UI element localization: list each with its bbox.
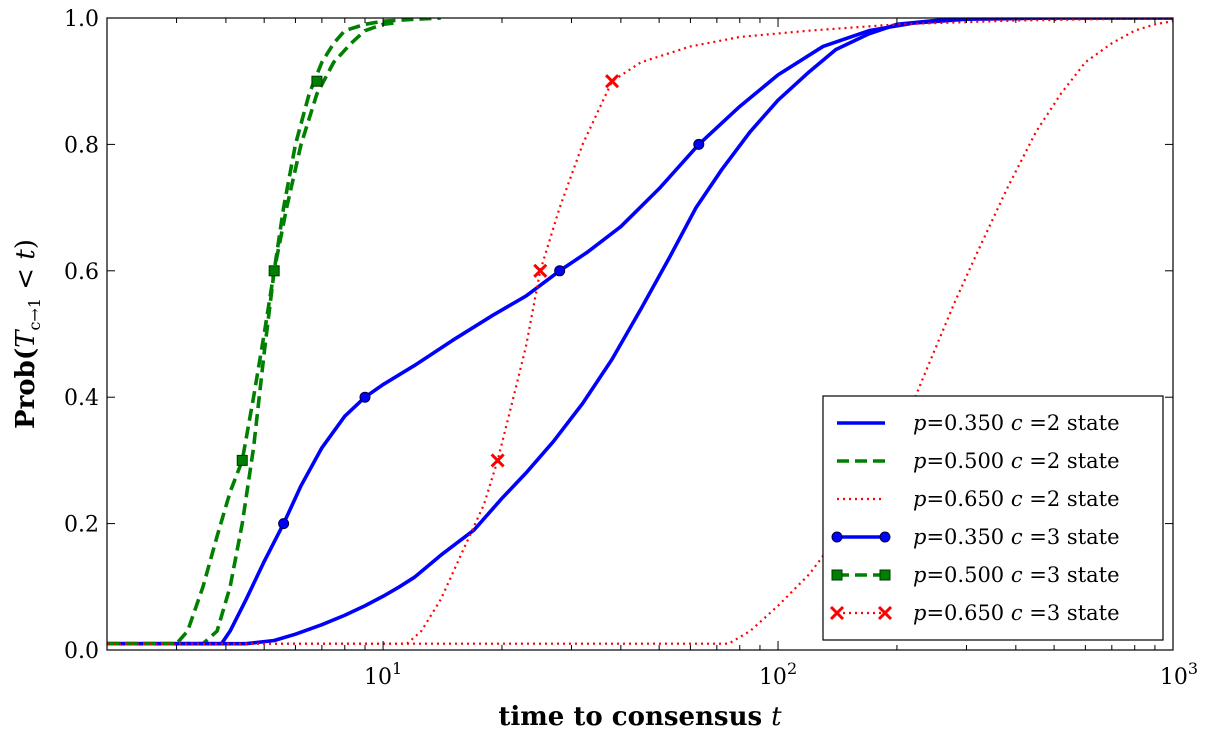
series-line-4 xyxy=(107,18,1173,646)
legend-box xyxy=(822,395,1164,641)
series-layer xyxy=(107,18,1173,646)
series-5-marker-2 xyxy=(268,265,280,277)
legend-marker-4b xyxy=(879,531,891,543)
y-axis-label: Prob(Tc→1 < t) xyxy=(11,239,44,429)
legend-marker-6b xyxy=(877,605,893,621)
series-5-marker-3 xyxy=(311,75,323,87)
legend: p=0.350 c =2 state p=0.500 c =2 state p=0.… xyxy=(822,395,1164,641)
legend-label-6: p=0.650 c =3 state xyxy=(913,601,1120,625)
legend-marker-5a xyxy=(831,569,843,581)
series-4-marker-3 xyxy=(554,265,566,277)
legend-marker-5b xyxy=(879,569,891,581)
series-6-marker-1 xyxy=(490,453,505,468)
x-axis: 101 102 103 xyxy=(106,18,1198,690)
y-tick-label: 0.0 xyxy=(64,639,99,664)
legend-label-4: p=0.350 c =3 state xyxy=(913,525,1120,549)
legend-marker-6a xyxy=(829,605,845,621)
y-axis: 0.0 0.2 0.4 0.6 0.8 1.0 xyxy=(64,7,1173,664)
legend-label-2: p=0.500 c =2 state xyxy=(913,449,1120,473)
series-line-5 xyxy=(107,20,400,646)
marker-layer xyxy=(236,74,705,530)
series-6-marker-3 xyxy=(605,74,620,89)
legend-label-1: p=0.350 c =2 state xyxy=(913,411,1120,435)
series-4-marker-1 xyxy=(278,518,290,530)
series-6-marker-2 xyxy=(533,263,548,278)
legend-label-3: p=0.650 c =2 state xyxy=(913,487,1120,511)
series-line-3 xyxy=(107,20,1173,645)
x-axis-label: time to consensus t xyxy=(498,702,782,732)
plot-frame xyxy=(106,17,1174,651)
series-line-2 xyxy=(107,18,441,646)
legend-marker-4a xyxy=(831,531,843,543)
series-line-6 xyxy=(107,18,1173,645)
y-tick-label: 1.0 xyxy=(64,7,99,32)
y-tick-label: 0.2 xyxy=(64,513,99,538)
series-4-marker-2 xyxy=(359,391,371,403)
x-tick-label: 103 xyxy=(1160,659,1198,690)
x-tick-label: 102 xyxy=(759,659,797,690)
series-line-1 xyxy=(107,18,1173,646)
y-tick-label: 0.4 xyxy=(64,386,99,411)
series-5-marker-1 xyxy=(236,454,248,466)
x-tick-label: 101 xyxy=(364,659,402,690)
series-4-marker-4 xyxy=(693,138,705,150)
legend-label-5: p=0.500 c =3 state xyxy=(913,563,1120,587)
y-tick-label: 0.8 xyxy=(64,133,99,158)
y-tick-label: 0.6 xyxy=(64,260,99,285)
